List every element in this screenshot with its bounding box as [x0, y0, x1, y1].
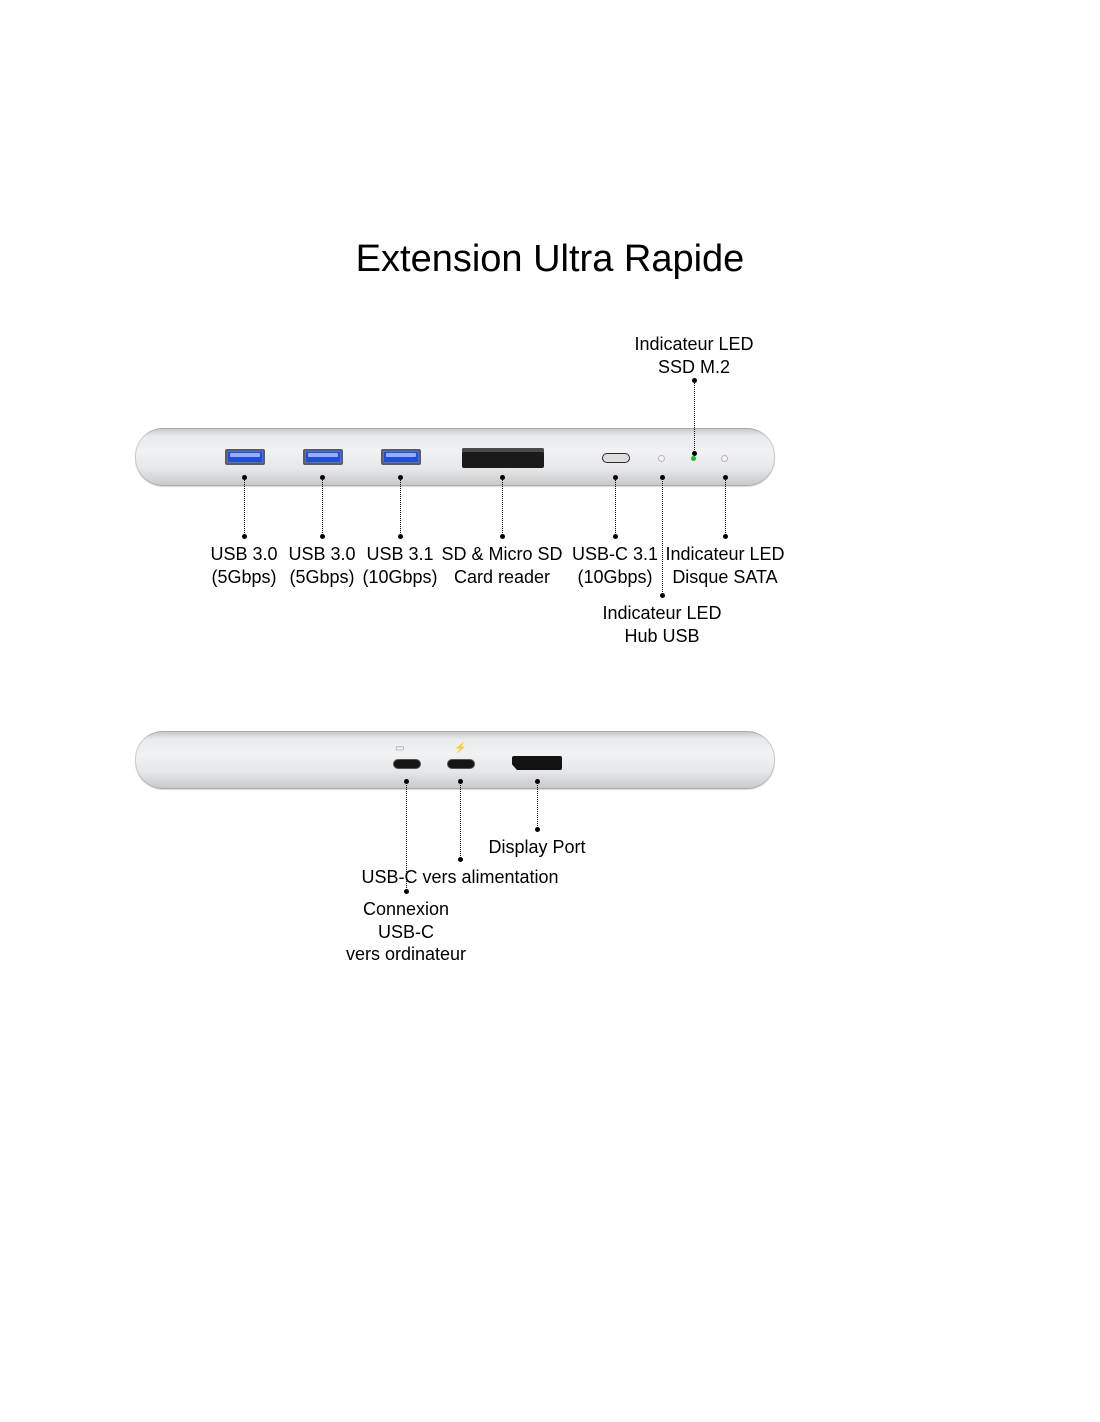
callout-label-led-sata: Indicateur LED Disque SATA	[605, 543, 845, 588]
device-front	[135, 428, 775, 486]
callout-line	[406, 782, 407, 892]
usb-c-power-port	[447, 759, 475, 769]
callout-line	[537, 782, 538, 830]
usb-a-port-2	[303, 449, 343, 465]
callout-dot	[660, 593, 665, 598]
callout-dot	[242, 475, 247, 480]
callout-dot	[723, 534, 728, 539]
callout-dot	[692, 378, 697, 383]
usb-a-port-1	[225, 449, 265, 465]
led-sata	[722, 456, 727, 461]
led-ssd-m2	[691, 456, 696, 461]
display-port	[512, 756, 562, 770]
callout-line	[244, 478, 245, 537]
callout-dot	[320, 534, 325, 539]
callout-dot	[242, 534, 247, 539]
callout-dot	[398, 475, 403, 480]
usb-c-host-port	[393, 759, 421, 769]
callout-dot	[320, 475, 325, 480]
callout-dot	[660, 475, 665, 480]
callout-dot	[613, 534, 618, 539]
callout-dot	[613, 475, 618, 480]
callout-dot	[535, 827, 540, 832]
laptop-icon: ▭	[395, 743, 404, 754]
usb-c-port-front	[602, 453, 630, 463]
callout-dot	[500, 475, 505, 480]
callout-line	[400, 478, 401, 537]
sd-card-slot	[462, 448, 544, 468]
callout-label-usbc-power: USB-C vers alimentation	[340, 866, 580, 889]
callout-line	[322, 478, 323, 537]
callout-dot	[692, 451, 697, 456]
page-title: Extension Ultra Rapide	[0, 238, 1100, 281]
usb-a-port-3	[381, 449, 421, 465]
callout-label-led-hub: Indicateur LED Hub USB	[542, 602, 782, 647]
callout-dot	[398, 534, 403, 539]
callout-dot	[723, 475, 728, 480]
callout-label-led-m2-top: Indicateur LED SSD M.2	[574, 333, 814, 378]
callout-dot	[404, 779, 409, 784]
callout-dot	[500, 534, 505, 539]
callout-line	[502, 478, 503, 537]
callout-line	[460, 782, 461, 860]
callout-label-usbc-host: Connexion USB-C vers ordinateur	[286, 898, 526, 966]
device-back: ▭ ⚡	[135, 731, 775, 789]
callout-line	[725, 478, 726, 537]
callout-label-dp: Display Port	[417, 836, 657, 859]
callout-dot	[535, 779, 540, 784]
callout-dot	[458, 857, 463, 862]
callout-line	[662, 478, 663, 596]
led-hub-usb	[659, 456, 664, 461]
bolt-icon: ⚡	[454, 743, 466, 754]
callout-line	[615, 478, 616, 537]
callout-line	[694, 381, 695, 454]
callout-dot	[458, 779, 463, 784]
callout-dot	[404, 889, 409, 894]
